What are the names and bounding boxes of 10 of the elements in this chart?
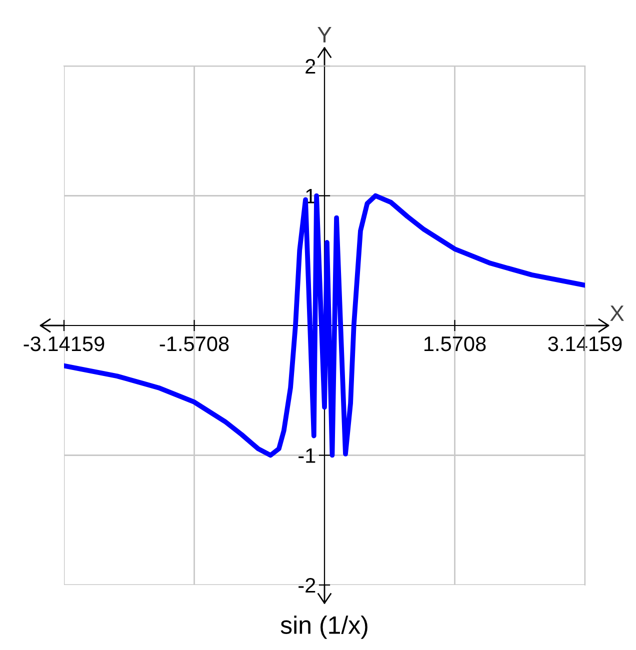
y-axis-title: Y (318, 27, 332, 42)
x-axis-title: X (610, 306, 624, 321)
y-tick-label: -2 (298, 578, 316, 593)
y-tick-label: 2 (306, 59, 316, 74)
x-tick-label: 1.5708 (424, 336, 486, 352)
x-tick-label: -3.14159 (24, 336, 104, 352)
x-tick-label: 3.14159 (548, 336, 622, 352)
x-tick-label: -1.5708 (160, 336, 229, 352)
y-tick-label: -1 (298, 448, 316, 463)
text: sin (1/x) (280, 616, 368, 639)
